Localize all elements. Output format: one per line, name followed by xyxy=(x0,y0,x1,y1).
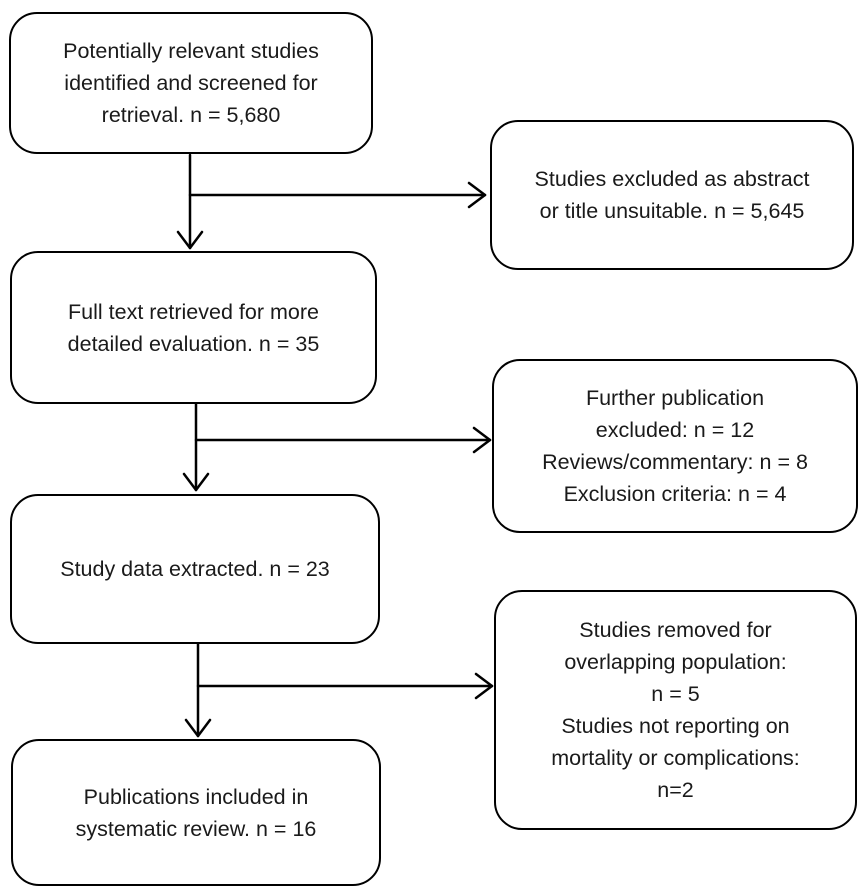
included-publications-box: Publications included in systematic revi… xyxy=(11,739,381,886)
removed-line-4: Studies not reporting on xyxy=(561,714,790,738)
arrowhead-right-2 xyxy=(472,426,492,454)
identified-line-2: identified and screened for xyxy=(64,71,318,95)
further-exclusion-line-2: excluded: n = 12 xyxy=(595,418,755,442)
full-text-box: Full text retrieved for more detailed ev… xyxy=(10,251,377,404)
arrowhead-down-2 xyxy=(182,472,210,492)
arrowhead-down-1 xyxy=(176,230,204,250)
removed-line-3: n = 5 xyxy=(651,682,700,706)
data-extracted-box: Study data extracted. n = 23 xyxy=(10,494,380,644)
abstract-exclusion-line-2: or title unsuitable. n = 5,645 xyxy=(539,199,805,223)
removed-studies-box: Studies removed for overlapping populati… xyxy=(494,590,857,830)
removed-line-2: overlapping population: xyxy=(564,650,787,674)
further-exclusion-line-1: Further publication xyxy=(585,386,765,410)
identified-studies-box: Potentially relevant studies identified … xyxy=(9,12,373,154)
included-line-1: Publications included in xyxy=(83,784,309,809)
removed-line-1: Studies removed for xyxy=(579,618,772,642)
arrowhead-right-1 xyxy=(467,181,487,209)
further-exclusion-box: Further publication excluded: n = 12 Rev… xyxy=(492,359,858,533)
included-line-2: systematic review. n = 16 xyxy=(75,816,317,841)
removed-line-5: mortality or complications: xyxy=(551,746,800,770)
arrowhead-down-3 xyxy=(184,718,212,738)
arrowhead-right-3 xyxy=(474,672,494,700)
abstract-title-exclusion-box: Studies excluded as abstract or title un… xyxy=(490,120,854,270)
full-text-line-2: detailed evaluation. n = 35 xyxy=(67,331,320,356)
identified-line-3: retrieval. n = 5,680 xyxy=(101,103,281,127)
identified-line-1: Potentially relevant studies xyxy=(63,39,319,63)
removed-line-6: n=2 xyxy=(657,778,694,802)
further-exclusion-line-4: Exclusion criteria: n = 4 xyxy=(563,482,787,506)
full-text-line-1: Full text retrieved for more xyxy=(68,299,319,324)
further-exclusion-line-3: Reviews/commentary: n = 8 xyxy=(542,450,808,474)
extracted-line-1: Study data extracted. n = 23 xyxy=(60,557,330,581)
abstract-exclusion-line-1: Studies excluded as abstract xyxy=(534,167,810,191)
